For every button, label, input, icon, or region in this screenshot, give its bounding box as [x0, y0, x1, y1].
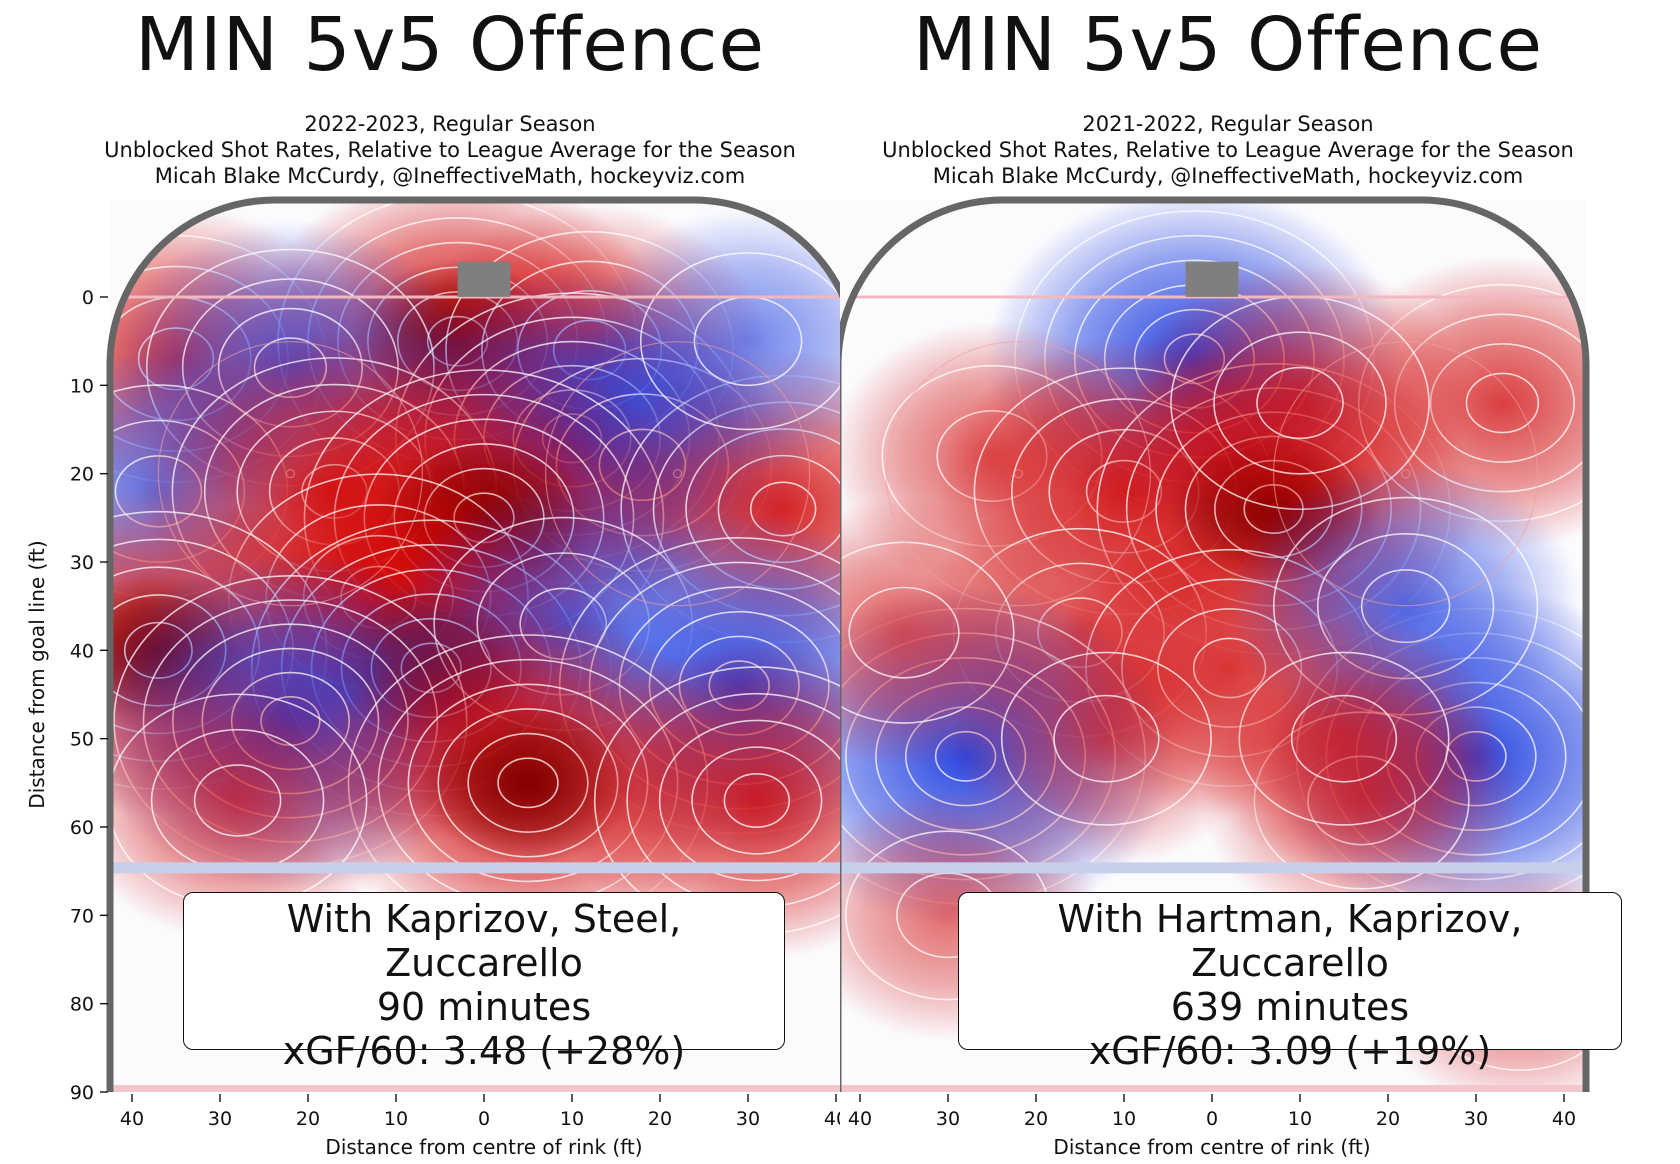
x-tick-label: 10 — [384, 1108, 408, 1130]
y-tick-label: 60 — [70, 817, 94, 839]
x-tick-label: 10 — [1288, 1108, 1312, 1130]
heatmap-layer — [110, 200, 840, 1092]
x-axis-label: Distance from centre of rink (ft) — [325, 1135, 642, 1159]
contour-line — [1290, 694, 1398, 783]
x-tick-label: 10 — [1112, 1108, 1136, 1130]
x-tick-label: 40 — [120, 1108, 144, 1130]
season-line: 2021-2022, Regular Season — [1082, 112, 1374, 136]
description-line: Unblocked Shot Rates, Relative to League… — [882, 138, 1574, 162]
info-box: With Kaprizov, Steel, Zuccarello 90 minu… — [183, 892, 785, 1073]
faceoff-dot — [1400, 469, 1411, 479]
x-tick-label: 30 — [936, 1108, 960, 1130]
y-tick-label: 80 — [70, 994, 94, 1016]
description-line: Unblocked Shot Rates, Relative to League… — [104, 138, 796, 162]
right-chart-panel: MIN 5v5 Offence 2021-2022, Regular Seaso… — [840, 0, 1680, 1164]
goal-net — [457, 261, 511, 297]
contour-line — [1213, 331, 1387, 475]
x-tick-label: 0 — [478, 1108, 490, 1130]
faceoff-circle — [1272, 341, 1539, 607]
heat-blob — [562, 640, 840, 961]
contour-line — [848, 586, 960, 679]
heat-blob — [949, 609, 1264, 869]
contour-line — [1256, 366, 1344, 440]
y-axis-label: Distance from goal line (ft) — [25, 540, 49, 808]
contour-line — [723, 773, 791, 828]
rink-boards — [840, 196, 1590, 1092]
x-tick-label: 20 — [648, 1108, 672, 1130]
heat-blob — [1186, 609, 1502, 869]
contour-line — [691, 746, 823, 855]
season-line: 2022-2023, Regular Season — [304, 112, 596, 136]
info-minutes: 90 minutes — [376, 985, 592, 1029]
x-tick-label: 40 — [848, 1108, 872, 1130]
y-tick-label: 0 — [82, 287, 94, 309]
x-axis-label: Distance from centre of rink (ft) — [1053, 1135, 1370, 1159]
x-tick-label: 20 — [296, 1108, 320, 1130]
contour-line — [193, 764, 282, 837]
x-tick-label: 10 — [560, 1108, 584, 1130]
left-chart-panel: MIN 5v5 Offence 2022-2023, Regular Seaso… — [25, 2, 840, 1159]
info-players: With Kaprizov, Steel, Zuccarello — [286, 897, 682, 985]
faceoff-dot — [672, 469, 683, 479]
centre-line — [110, 1085, 840, 1092]
x-tick-label: 30 — [208, 1108, 232, 1130]
contour-line — [1053, 694, 1160, 783]
y-tick-label: 20 — [70, 464, 94, 486]
info-box: With Hartman, Kaprizov, Zuccarello 639 m… — [958, 892, 1622, 1073]
info-xgf: xGF/60: 3.48 (+28%) — [282, 1029, 686, 1073]
centre-line — [840, 1085, 1586, 1092]
contour-line — [1000, 651, 1212, 826]
chart-title: MIN 5v5 Offence — [912, 2, 1544, 88]
blue-line — [840, 862, 1586, 874]
faceoff-circle — [544, 341, 811, 607]
info-minutes: 639 minutes — [1170, 985, 1410, 1029]
y-tick-label: 50 — [70, 729, 94, 751]
blue-line — [110, 862, 840, 874]
goal-net — [1185, 261, 1239, 297]
contour-line — [840, 541, 1015, 724]
y-tick-label: 30 — [70, 552, 94, 574]
x-tick-label: 40 — [1552, 1108, 1576, 1130]
x-tick-label: 20 — [1376, 1108, 1400, 1130]
contour-line — [658, 719, 840, 882]
y-tick-label: 70 — [70, 905, 94, 927]
contour-line — [497, 757, 559, 809]
y-tick-label: 90 — [70, 1082, 94, 1104]
heatmap-layer — [840, 200, 1586, 1092]
x-tick-label: 0 — [1206, 1108, 1218, 1130]
x-tick-label: 20 — [1024, 1108, 1048, 1130]
info-players: With Hartman, Kaprizov, Zuccarello — [1057, 897, 1523, 985]
contour-line — [639, 252, 840, 431]
faceoff-dot — [1013, 469, 1023, 479]
x-tick-label: 40 — [824, 1108, 840, 1130]
faceoff-dot — [285, 469, 295, 479]
faceoff-circle — [157, 341, 423, 607]
x-tick-label: 30 — [736, 1108, 760, 1130]
credit-line: Micah Blake McCurdy, @IneffectiveMath, h… — [154, 164, 746, 188]
chart-title: MIN 5v5 Offence — [134, 2, 766, 88]
y-tick-label: 40 — [70, 640, 94, 662]
x-tick-label: 30 — [1464, 1108, 1488, 1130]
credit-line: Micah Blake McCurdy, @IneffectiveMath, h… — [932, 164, 1524, 188]
faceoff-circle — [885, 341, 1151, 607]
y-tick-label: 10 — [70, 375, 94, 397]
info-xgf: xGF/60: 3.09 (+19%) — [1088, 1029, 1492, 1073]
